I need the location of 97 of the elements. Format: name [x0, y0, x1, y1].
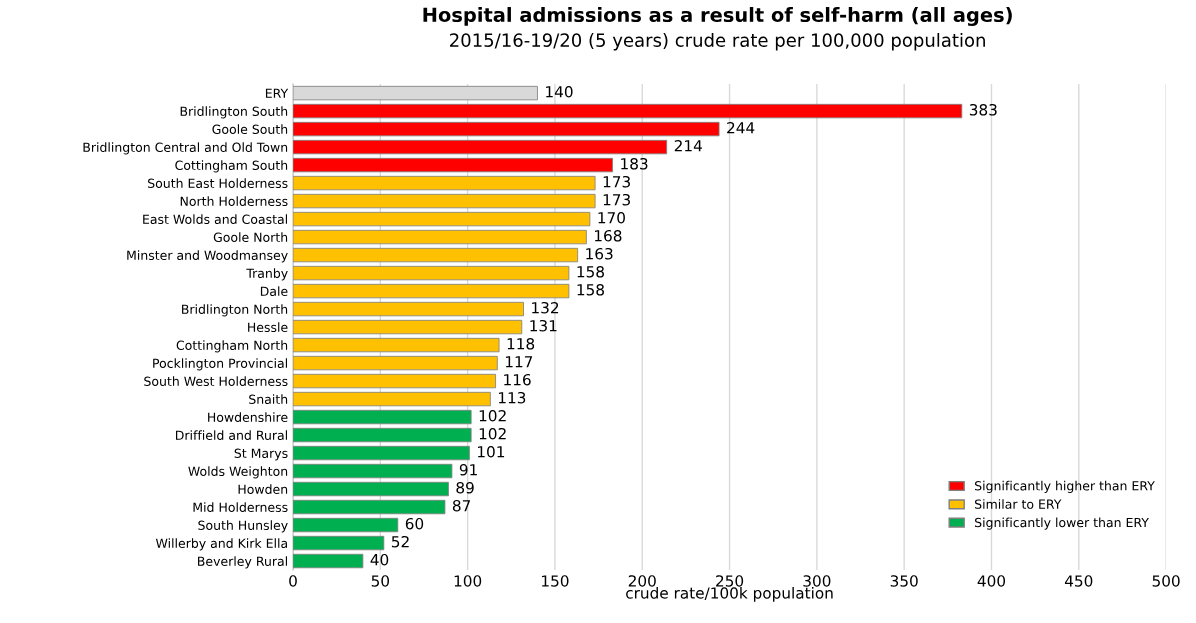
data-label: 131: [530, 319, 557, 332]
bar: [293, 265, 570, 281]
bar: [293, 337, 500, 353]
y-tick-label: North Holderness: [180, 196, 288, 207]
data-label: 383: [969, 103, 997, 116]
x-tick-label: 350: [890, 575, 918, 587]
y-tick-label: St Marys: [234, 448, 288, 461]
data-label: 117: [505, 356, 533, 368]
bar: [293, 319, 523, 335]
bar: [293, 193, 596, 209]
bar: [293, 121, 720, 137]
y-tick-label: Snaith: [249, 394, 288, 404]
y-tick-label: South East Holderness: [148, 178, 288, 189]
x-tick-label: 200: [628, 575, 656, 587]
bar: [293, 301, 524, 317]
y-tick-label: Howden: [238, 484, 288, 494]
x-tick-label: 150: [542, 575, 569, 587]
bar: [293, 481, 449, 497]
bar: [293, 499, 446, 515]
bar: [293, 373, 496, 389]
chart-title: Hospital admissions as a result of self-harm (all ages): [423, 7, 1012, 26]
data-label: 168: [595, 229, 622, 242]
legend-label: Significantly lower than ERY: [975, 517, 1149, 530]
data-label: 173: [603, 193, 630, 206]
y-tick-label: Cottingham North: [176, 340, 288, 353]
legend-label: Similar to ERY: [975, 499, 1062, 509]
x-tick-label: 50: [371, 575, 390, 587]
y-tick-label: Willerby and Kirk Ella: [155, 538, 288, 551]
bar: [293, 175, 596, 191]
bar: [293, 463, 453, 479]
bar: [293, 283, 570, 299]
bar: [293, 211, 591, 227]
data-label: 113: [498, 391, 526, 404]
bar: [293, 517, 399, 533]
data-label: 163: [586, 247, 613, 260]
y-tick-label: Tranby: [246, 268, 288, 281]
y-tick-label: Pocklington Provincial: [153, 358, 287, 371]
bar: [293, 355, 498, 371]
bar: [293, 139, 668, 155]
data-label: 170: [598, 211, 625, 224]
y-tick-label: Bridlington Central and Old Town: [83, 142, 288, 155]
y-tick-label: Dale: [260, 286, 288, 297]
y-tick-label: Goole South: [212, 124, 288, 135]
data-label: 52: [391, 535, 409, 548]
x-tick-label: 450: [1064, 575, 1093, 587]
data-label: 116: [504, 373, 531, 386]
data-label: 214: [674, 139, 702, 152]
chart-subtitle: 2015/16-19/20 (5 years) crude rate per 100,000 population: [450, 33, 985, 51]
x-tick-label: 400: [977, 575, 1006, 587]
y-tick-label: East Wolds and Coastal: [143, 214, 287, 225]
data-label: 87: [452, 499, 471, 512]
data-label: 60: [405, 517, 424, 530]
data-label: 118: [507, 337, 535, 350]
data-label: 40: [370, 553, 389, 566]
data-label: 244: [727, 121, 755, 134]
y-tick-label: Beverley Rural: [198, 556, 287, 569]
bar: [293, 391, 491, 407]
x-tick-label: 300: [803, 575, 831, 587]
data-label: 102: [479, 427, 506, 440]
y-tick-label: Howdenshire: [208, 412, 288, 422]
y-tick-label: Minster and Woodmansey: [127, 250, 288, 263]
y-tick-label: Wolds Weighton: [188, 466, 288, 479]
bar: [293, 445, 470, 461]
bar: [293, 553, 364, 569]
y-tick-label: ERY: [265, 88, 289, 98]
y-tick-label: Goole North: [213, 232, 288, 243]
y-tick-label: South Hunsley: [198, 520, 288, 533]
y-tick-label: Bridlington North: [182, 304, 288, 317]
y-tick-label: Hessle: [248, 322, 288, 332]
bar: [293, 229, 587, 245]
bar: [293, 409, 472, 425]
data-label: 89: [456, 481, 474, 494]
data-label: 140: [546, 85, 573, 98]
data-label: 183: [621, 157, 648, 170]
y-tick-label: Driffield and Rural: [176, 430, 287, 440]
x-tick-label: 100: [454, 575, 482, 587]
data-label: 91: [459, 463, 477, 476]
data-label: 101: [478, 445, 505, 458]
bar: [293, 157, 613, 173]
data-label: 158: [577, 283, 604, 296]
y-tick-label: Mid Holderness: [193, 502, 288, 512]
data-label: 132: [532, 301, 559, 314]
x-tick-label: 0: [289, 575, 297, 587]
bar: [293, 535, 385, 551]
bar: [293, 247, 579, 263]
data-label: 102: [479, 409, 506, 422]
y-tick-label: Bridlington South: [180, 106, 288, 119]
data-label: 173: [603, 175, 630, 188]
y-tick-label: Cottingham South: [175, 160, 288, 173]
y-tick-label: South West Holderness: [144, 376, 288, 386]
x-tick-label: 250: [716, 575, 744, 587]
x-tick-label: 500: [1152, 575, 1180, 587]
bar: [293, 427, 472, 443]
data-label: 158: [577, 265, 604, 278]
legend-label: Significantly higher than ERY: [975, 480, 1155, 493]
bar: [293, 103, 963, 119]
x-axis-title: crude rate/100k population: [626, 586, 833, 602]
